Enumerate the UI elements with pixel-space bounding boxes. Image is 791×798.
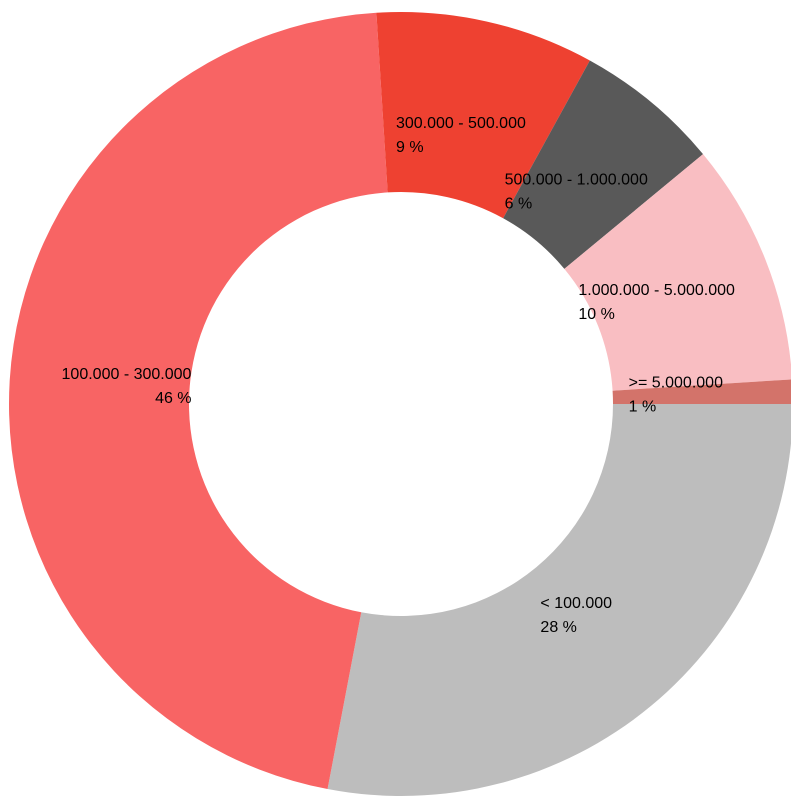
donut-slice [327,404,791,796]
donut-slice [612,379,791,404]
slice-value-label: 6 % [505,195,533,212]
slice-label: < 100.000 [540,595,612,612]
slice-label: >= 5.000.000 [629,375,723,392]
slice-value-label: 1 % [629,399,657,416]
slice-label: 1.000.000 - 5.000.000 [578,282,735,299]
slice-value-label: 28 % [540,619,576,636]
slice-value-label: 46 % [155,390,191,407]
slice-label: 500.000 - 1.000.000 [505,171,648,188]
donut-slice [376,12,590,219]
slice-label: 300.000 - 500.000 [396,115,526,132]
donut-slice [564,154,791,391]
slice-label: 100.000 - 300.000 [62,366,192,383]
donut-slice [503,60,704,269]
slice-value-label: 10 % [578,306,614,323]
donut-slice [9,12,388,790]
slice-value-label: 9 % [396,139,424,156]
